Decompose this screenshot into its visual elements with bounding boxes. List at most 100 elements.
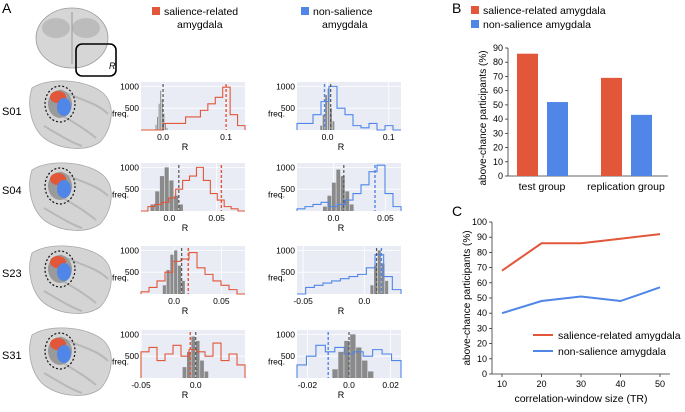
y-axis-label: freq. — [268, 190, 285, 200]
bar-salience-replication — [601, 77, 622, 176]
subject-label-s04: S04 — [2, 185, 22, 197]
y-axis-label: freq. — [112, 109, 129, 119]
y-axis-label: freq. — [112, 357, 129, 367]
null-bar — [164, 123, 166, 130]
x-axis-title: correlation-window size (TR) — [514, 393, 647, 405]
null-bar — [385, 280, 389, 294]
null-bar — [325, 95, 327, 130]
hist-s01-non-salience: 0.0 0.1 500 1000 freq. R — [268, 81, 401, 152]
x-tick-label: -0.02 — [298, 380, 318, 390]
y-tick-label: 70 — [493, 71, 503, 81]
x-tick-label: 0.0 — [168, 296, 180, 306]
null-bar — [160, 90, 162, 130]
series-line-salience — [501, 233, 661, 272]
null-bar — [327, 88, 330, 130]
null-bar — [345, 191, 350, 211]
y-axis-label: freq. — [112, 190, 129, 200]
y-tick-label: 90 — [477, 232, 487, 242]
null-bar — [182, 367, 187, 378]
x-axis-label: R — [182, 390, 189, 400]
y-tick-label: 60 — [493, 86, 503, 96]
y-tick-label: 50 — [477, 293, 487, 303]
y-tick-label: 20 — [493, 143, 503, 153]
bar-salience-test — [517, 53, 538, 176]
y-tick-label: 40 — [493, 114, 503, 124]
y-tick-label: 50 — [493, 100, 503, 110]
y-axis-label: freq. — [268, 109, 285, 119]
observed-step-line — [140, 342, 246, 378]
y-tick-label: 500 — [281, 351, 295, 361]
null-bar — [322, 114, 325, 130]
y-axis-title: above-chance participants (%) — [478, 50, 489, 185]
null-bar — [332, 121, 335, 130]
null-bar — [191, 336, 196, 378]
hist-s04-salience: 0.0 0.05 500 1000 freq. R — [112, 162, 245, 233]
y-tick-label: 60 — [477, 278, 487, 288]
panel-c-label: C — [452, 203, 462, 219]
x-axis-label: R — [338, 142, 345, 152]
x-tick-label: 0.05 — [377, 213, 394, 223]
y-tick-label: 1000 — [120, 245, 139, 255]
x-tick-label: 10 — [497, 379, 507, 389]
y-axis-label: freq. — [268, 273, 285, 283]
null-bar — [323, 206, 327, 211]
y-axis-title: above-chance participants (%) — [462, 230, 473, 365]
null-bar — [159, 176, 165, 211]
y-tick-label: 500 — [125, 351, 139, 361]
x-axis-label: R — [338, 223, 345, 233]
y-tick-label: 0 — [498, 171, 503, 181]
y-tick-label: 10 — [493, 157, 503, 167]
null-bar — [177, 265, 182, 294]
y-tick-label: 500 — [281, 103, 295, 113]
null-bar — [174, 250, 178, 294]
y-tick-label: 1000 — [276, 162, 295, 172]
brain-slice-s04 — [29, 162, 118, 232]
subject-label-s31: S31 — [2, 350, 22, 362]
hist-s23-salience: 0.0 0.05 500 1000 freq. R — [112, 245, 245, 316]
subject-label-s23: S23 — [2, 268, 22, 280]
null-bar — [349, 204, 354, 211]
hist-s01-salience: 0.0 0.1 500 1000 freq. R — [112, 81, 246, 152]
null-bar — [178, 204, 183, 211]
y-axis-label: freq. — [112, 273, 129, 283]
y-tick-label: 10 — [477, 354, 487, 364]
series-line-non-salience — [501, 286, 661, 315]
panel-a-label: A — [2, 0, 12, 16]
null-bar — [166, 270, 170, 294]
x-tick-label: 0.0 — [163, 213, 175, 223]
null-bar — [169, 180, 174, 211]
panel-b: B 0 10 20 30 40 50 60 70 80 90 test group replicati… — [452, 0, 668, 193]
y-tick-label: 500 — [281, 267, 295, 277]
x-tick-label: 0.0 — [322, 132, 334, 142]
legend-label: non-salience amygdala — [558, 346, 666, 358]
subject-label-s01: S01 — [2, 106, 22, 118]
y-tick-label: 40 — [477, 308, 487, 318]
null-bar — [204, 371, 209, 378]
observed-step-line — [297, 254, 402, 295]
x-tick-label: 50 — [655, 379, 665, 389]
null-bar — [356, 347, 362, 378]
legend-label: salience-related amygdala — [558, 330, 681, 342]
header-salience-line1: salience-related — [164, 6, 238, 18]
y-tick-label: 90 — [493, 43, 503, 53]
y-tick-label: 1000 — [120, 329, 139, 339]
null-bar — [195, 340, 200, 378]
plot-background — [141, 82, 245, 130]
panel-a: A R salience-related amygdala non-salien… — [2, 0, 402, 400]
y-tick-label: 500 — [125, 103, 139, 113]
x-axis-label: R — [338, 390, 345, 400]
x-tick-label: 0.1 — [383, 132, 395, 142]
legend-swatch — [471, 6, 479, 14]
category-label: test group — [519, 181, 566, 193]
panel-b-label: B — [452, 0, 461, 16]
null-bar — [332, 369, 338, 378]
y-tick-label: 1000 — [120, 162, 139, 172]
observed-step-line — [141, 166, 245, 212]
y-tick-label: 0 — [482, 369, 487, 379]
y-tick-label: 100 — [472, 217, 487, 227]
header-non-salience-line1: non-salience — [313, 6, 373, 18]
x-axis-label: R — [182, 142, 189, 152]
hist-s31-non-salience: -0.02 0.0 0.02 500 1000 freq. R — [268, 329, 402, 400]
y-axis-label: freq. — [268, 357, 285, 367]
x-tick-label: 30 — [576, 379, 586, 389]
